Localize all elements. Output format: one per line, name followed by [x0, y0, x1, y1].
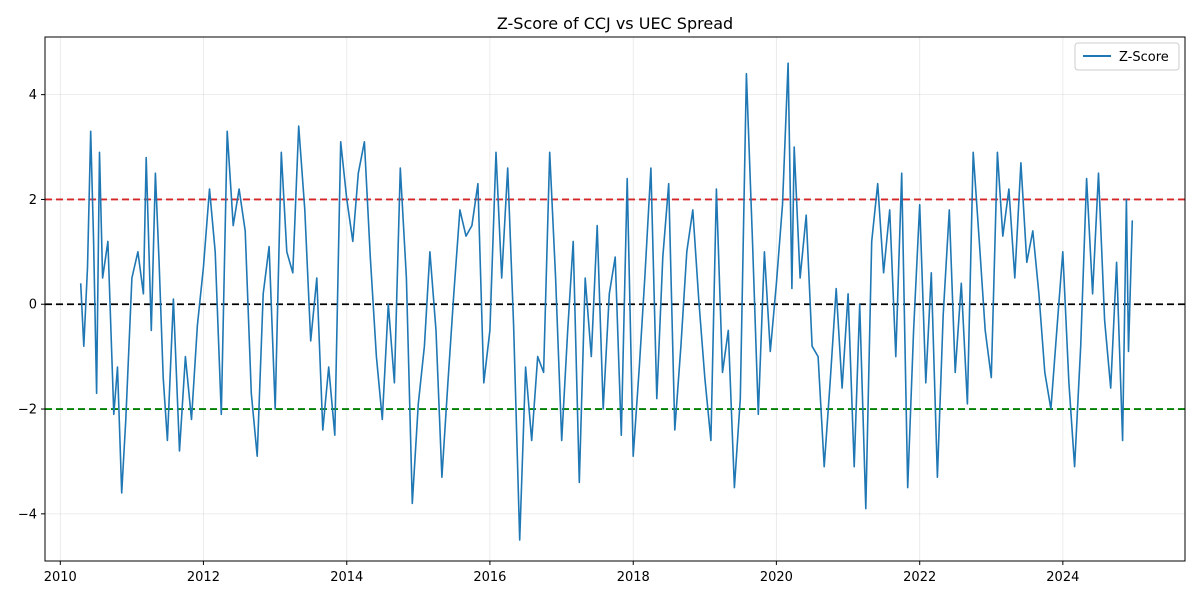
y-tick-label: 2 — [29, 193, 37, 208]
reference-lines — [45, 198, 1185, 410]
legend-box — [1074, 42, 1180, 71]
legend-label: Z-Score — [1119, 50, 1169, 65]
chart-title: Z-Score of CCJ vs UEC Spread — [497, 14, 733, 33]
y-tick-label: 4 — [29, 88, 37, 103]
x-tick-label: 2024 — [1046, 570, 1079, 585]
y-tick-label: −2 — [18, 403, 37, 418]
x-tick-label: 2018 — [617, 570, 650, 585]
y-tick-label: 0 — [29, 298, 37, 313]
series-group — [79, 62, 1134, 541]
y-axis: −4 −2 0 2 4 — [18, 88, 45, 522]
legend: Z-Score — [1074, 42, 1180, 71]
x-tick-label: 2016 — [473, 570, 506, 585]
y-tick-label: −4 — [18, 507, 37, 522]
z-score-line — [79, 62, 1134, 541]
x-tick-label: 2022 — [903, 570, 936, 585]
x-tick-label: 2012 — [187, 570, 220, 585]
plot-frame — [44, 36, 1186, 562]
x-axis: 2010 2012 2014 2016 2018 2020 2022 2024 — [44, 561, 1079, 585]
x-tick-label: 2010 — [44, 570, 77, 585]
x-tick-label: 2014 — [330, 570, 363, 585]
x-tick-label: 2020 — [760, 570, 793, 585]
